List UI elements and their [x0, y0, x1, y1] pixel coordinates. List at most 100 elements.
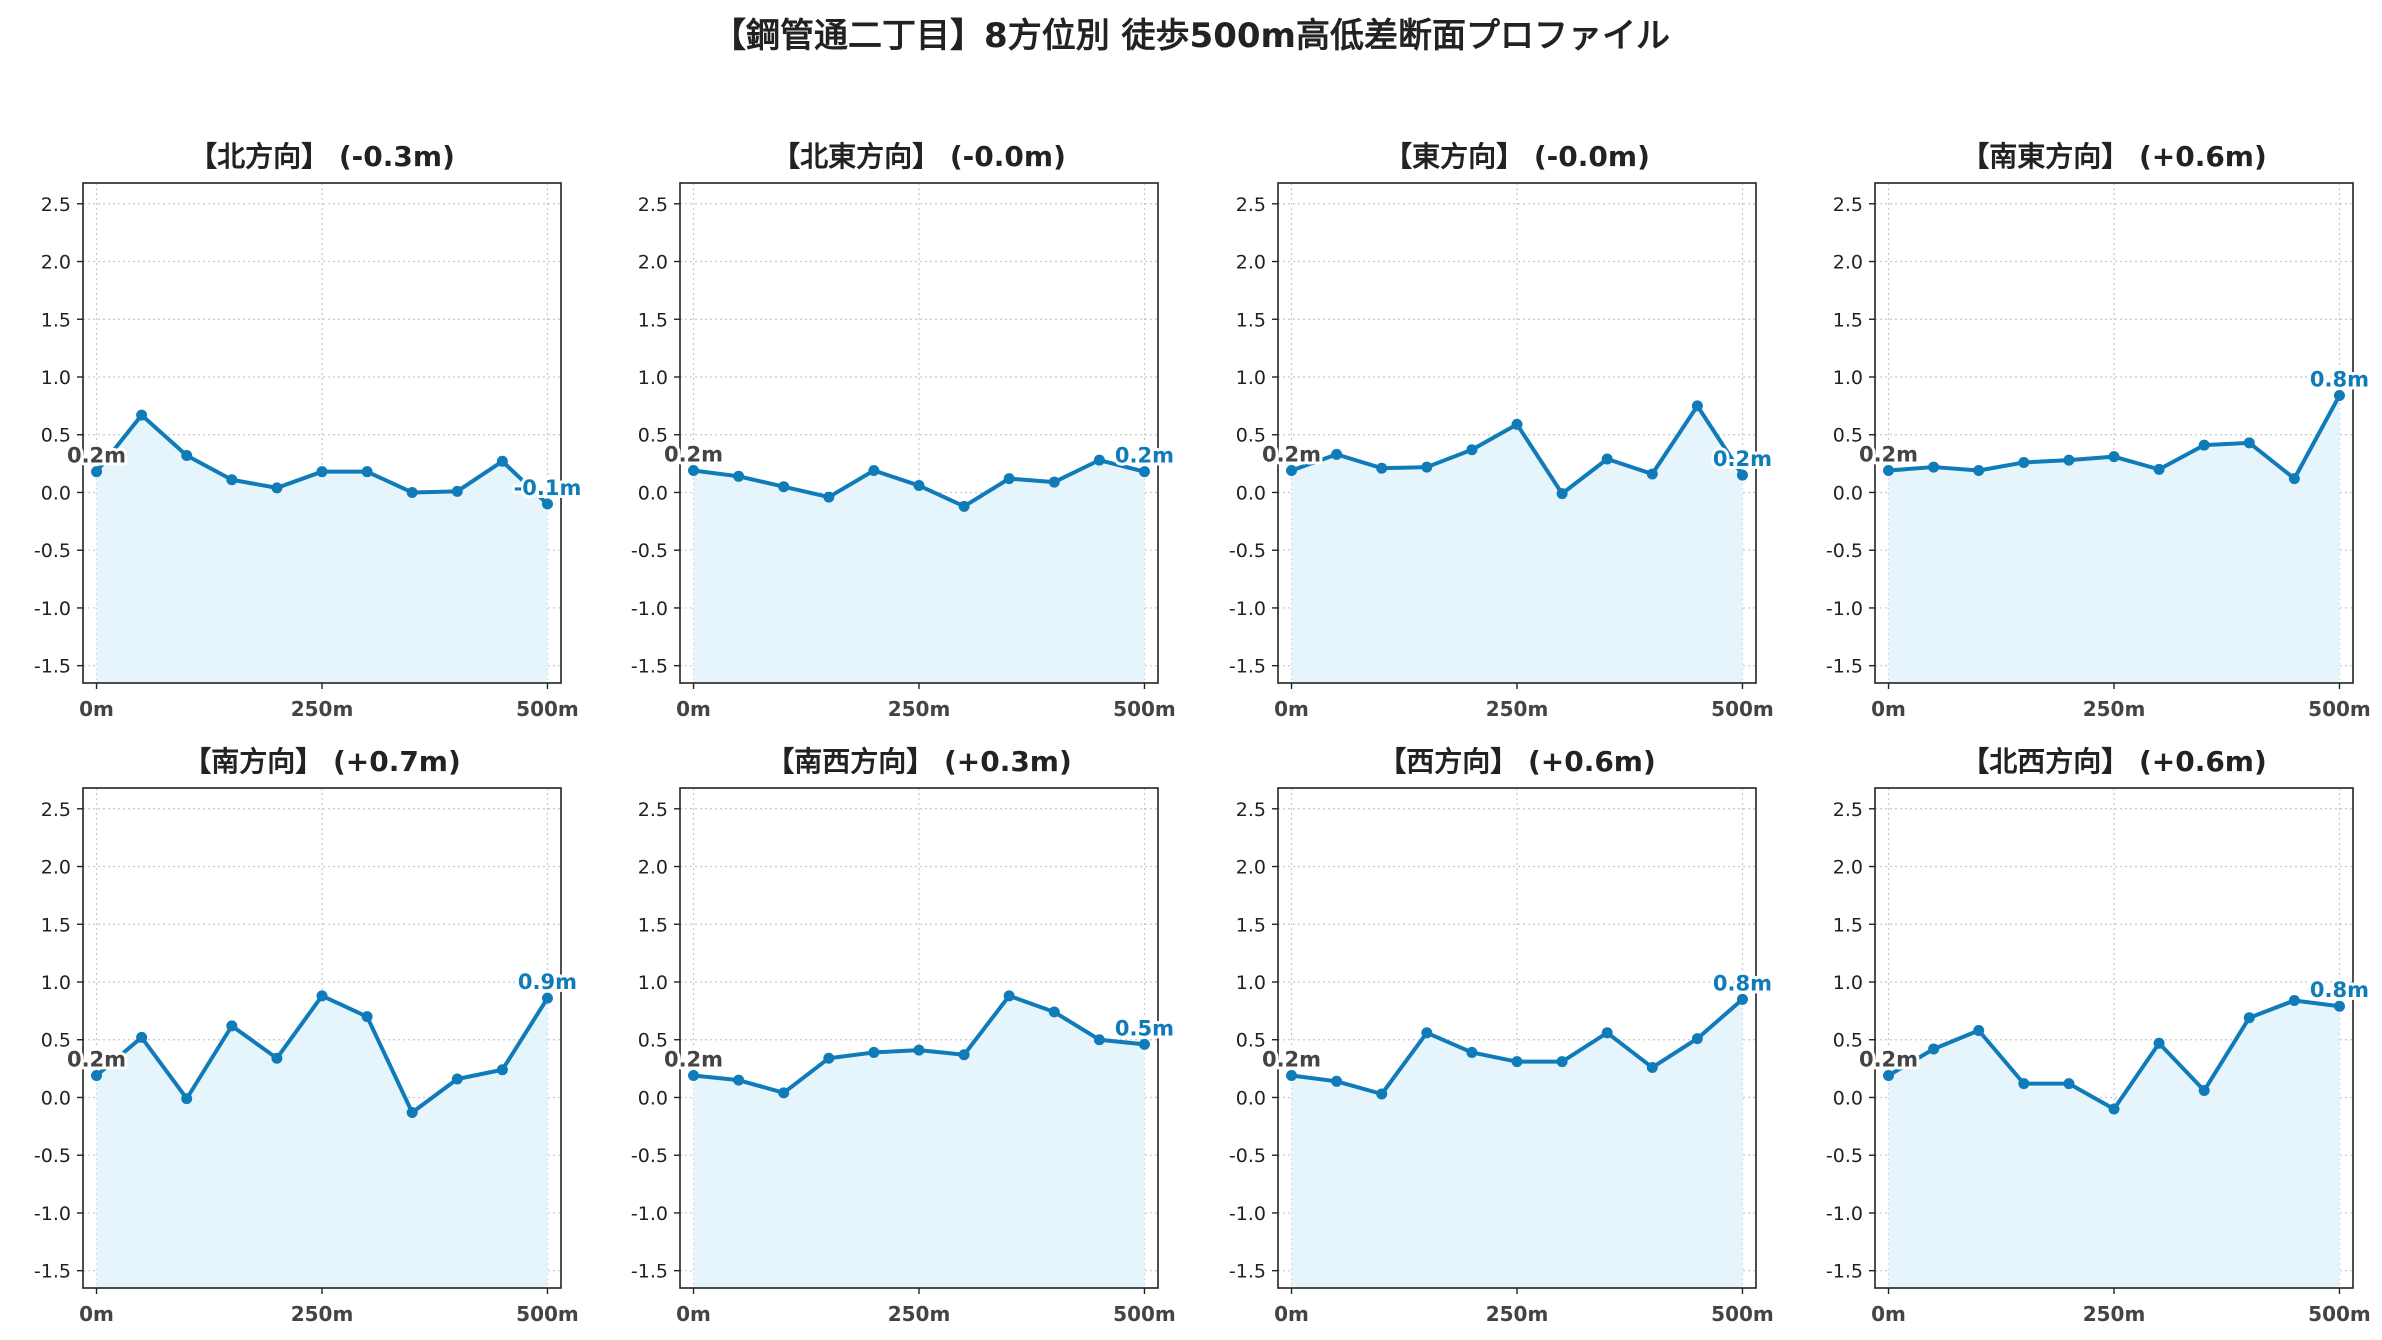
data-point	[1003, 473, 1015, 485]
chart-panel-4: -1.5 -1.0 -0.5 0.0 0.5 1.0 1.5 2.0 2.5 0m 250m 500m…	[34, 745, 580, 1326]
y-tick-label: 2.0	[1833, 857, 1863, 879]
data-point	[361, 1011, 373, 1023]
y-tick-label: 0.5	[41, 1030, 71, 1052]
data-point	[733, 470, 745, 482]
start-label: 0.2m	[1262, 1048, 1321, 1072]
data-point	[1736, 993, 1748, 1005]
data-point	[688, 465, 700, 477]
x-tick-label: 500m	[1711, 697, 1774, 721]
x-tick-label: 0m	[1871, 697, 1906, 721]
y-tick-label: 0.0	[1833, 482, 1863, 504]
y-tick-label: -0.5	[631, 1145, 668, 1167]
y-tick-label: -1.0	[1229, 1203, 1266, 1225]
data-point	[451, 1073, 463, 1085]
data-point	[1331, 1075, 1343, 1087]
data-point	[823, 1052, 835, 1064]
y-tick-label: 2.0	[638, 857, 668, 879]
data-point	[1511, 418, 1523, 430]
data-point	[2153, 463, 2165, 475]
x-tick-label: 250m	[1486, 1302, 1549, 1326]
y-tick-label: 2.5	[1833, 194, 1863, 216]
data-point	[2198, 1085, 2210, 1097]
area-fill	[693, 460, 1145, 683]
x-tick-label: 500m	[1711, 1302, 1774, 1326]
end-label: 0.5m	[1115, 1016, 1174, 1040]
panel-title: 【東方向】 (-0.0m)	[1384, 140, 1650, 173]
y-tick-label: 1.0	[638, 972, 668, 994]
data-point	[91, 1070, 103, 1082]
data-point	[2333, 389, 2345, 401]
data-point	[1138, 1038, 1150, 1050]
data-point	[496, 455, 508, 467]
data-point	[778, 1087, 790, 1099]
data-point	[868, 1046, 880, 1058]
data-point	[271, 1052, 283, 1064]
start-label: 0.2m	[1859, 1048, 1918, 1072]
y-tick-label: -0.5	[1229, 1145, 1266, 1167]
y-tick-label: 2.0	[1833, 252, 1863, 274]
y-tick-label: 0.5	[41, 425, 71, 447]
y-tick-label: -0.5	[1826, 1145, 1863, 1167]
data-point	[2108, 451, 2120, 463]
data-point	[2243, 1012, 2255, 1024]
start-label: 0.2m	[67, 444, 126, 468]
data-point	[226, 1020, 238, 1032]
y-tick-label: 1.5	[638, 914, 668, 936]
data-point	[1286, 1070, 1298, 1082]
y-tick-label: 0.5	[1236, 1030, 1266, 1052]
y-tick-label: 2.0	[1236, 857, 1266, 879]
data-point	[541, 992, 553, 1004]
data-point	[1883, 465, 1895, 477]
y-tick-label: 1.5	[41, 914, 71, 936]
data-point	[541, 498, 553, 510]
x-tick-label: 500m	[2308, 1302, 2371, 1326]
y-tick-label: -1.0	[631, 1203, 668, 1225]
y-tick-label: 1.0	[41, 972, 71, 994]
panel-title: 【南西方向】 (+0.3m)	[766, 745, 1072, 778]
x-tick-label: 0m	[1274, 697, 1309, 721]
data-point	[1973, 465, 1985, 477]
y-tick-label: 1.0	[1833, 367, 1863, 389]
x-tick-label: 500m	[516, 697, 579, 721]
y-tick-label: 2.5	[1833, 799, 1863, 821]
data-point	[958, 500, 970, 512]
data-point	[316, 990, 328, 1002]
y-tick-label: -1.0	[1826, 1203, 1863, 1225]
x-tick-label: 0m	[79, 1302, 114, 1326]
data-point	[2333, 1000, 2345, 1012]
chart-panel-1: -1.5 -1.0 -0.5 0.0 0.5 1.0 1.5 2.0 2.5 0m 250m 500m…	[631, 140, 1177, 721]
y-tick-label: -1.5	[1229, 656, 1266, 678]
x-tick-label: 0m	[1871, 1302, 1906, 1326]
data-point	[136, 409, 148, 421]
data-point	[406, 1106, 418, 1118]
start-label: 0.2m	[1262, 443, 1321, 467]
data-point	[823, 491, 835, 503]
data-point	[913, 480, 925, 492]
data-point	[2198, 439, 2210, 451]
area-fill	[1291, 999, 1743, 1288]
start-label: 0.2m	[67, 1048, 126, 1072]
chart-panel-6: -1.5 -1.0 -0.5 0.0 0.5 1.0 1.5 2.0 2.5 0m 250m 500m…	[1229, 745, 1775, 1326]
data-point	[1601, 1027, 1613, 1039]
data-point	[1646, 468, 1658, 480]
y-tick-label: -1.0	[1826, 598, 1863, 620]
data-point	[1003, 990, 1015, 1002]
panel-title: 【北方向】 (-0.3m)	[189, 140, 455, 173]
y-tick-label: -1.5	[631, 1261, 668, 1283]
y-tick-label: 2.0	[41, 252, 71, 274]
y-tick-label: 0.5	[1833, 425, 1863, 447]
data-point	[136, 1031, 148, 1043]
y-tick-label: 0.0	[638, 482, 668, 504]
y-tick-label: 2.5	[1236, 194, 1266, 216]
y-tick-label: 1.0	[1236, 367, 1266, 389]
y-tick-label: 0.0	[41, 1087, 71, 1109]
x-tick-label: 500m	[1113, 1302, 1176, 1326]
data-point	[1511, 1056, 1523, 1068]
data-point	[1421, 461, 1433, 473]
data-point	[1466, 444, 1478, 456]
data-point	[2018, 456, 2030, 468]
end-label: -0.1m	[514, 476, 582, 500]
panel-title: 【南東方向】 (+0.6m)	[1961, 140, 2267, 173]
y-tick-label: 0.0	[1833, 1087, 1863, 1109]
